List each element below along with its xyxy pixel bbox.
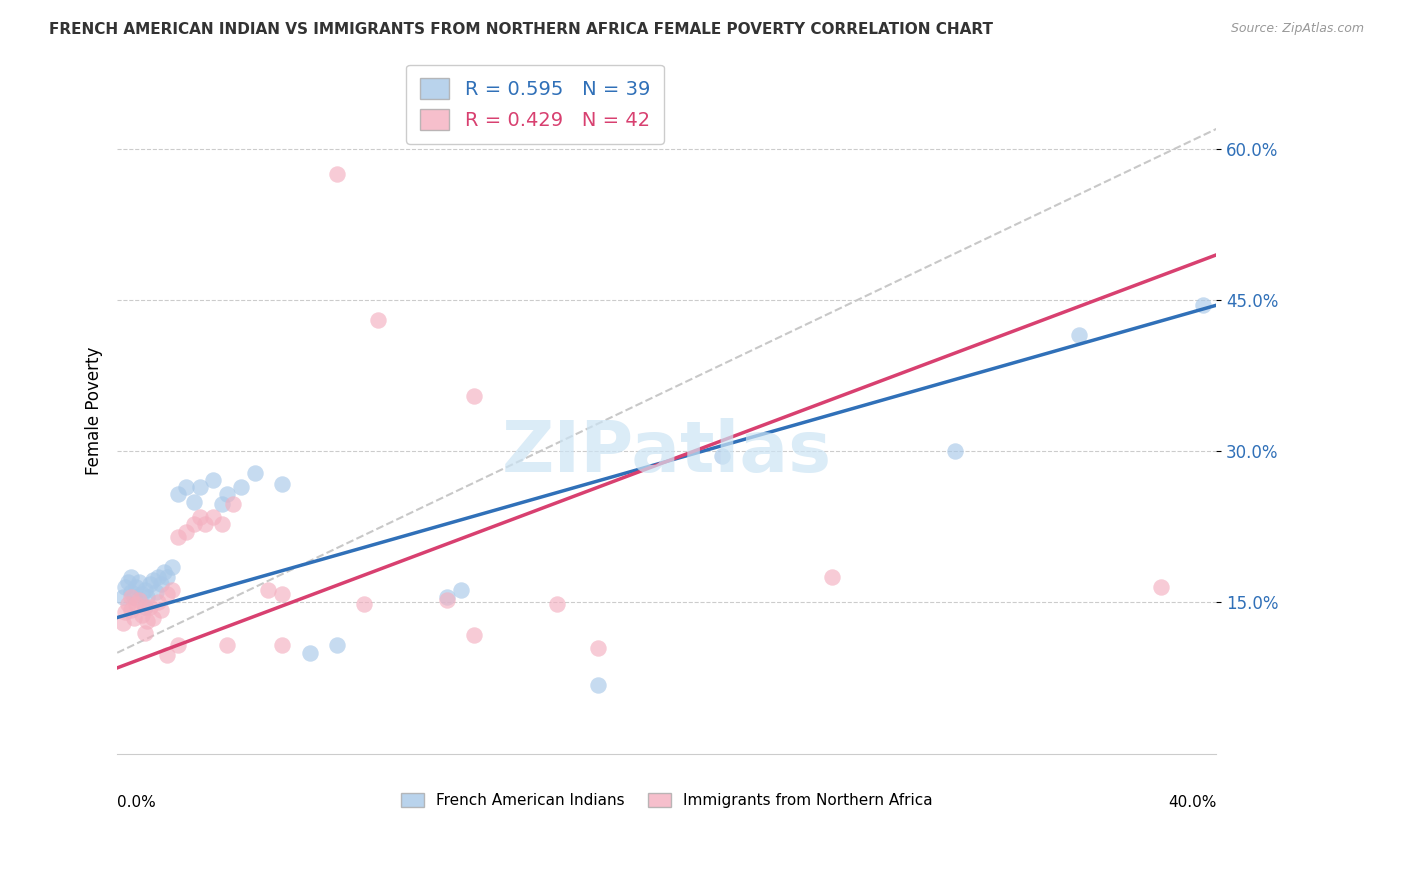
Point [131, 607, 153, 622]
Point [463, 389, 485, 403]
Point [188, 509, 211, 524]
Point [160, 560, 183, 574]
Point [128, 575, 150, 590]
Point [131, 587, 153, 601]
Point [139, 600, 162, 615]
Point [166, 530, 188, 544]
Point [142, 610, 165, 624]
Point [111, 615, 134, 630]
Point [1191, 298, 1213, 312]
Point [148, 595, 170, 609]
Point [326, 167, 349, 181]
Point [221, 497, 243, 511]
Point [125, 580, 148, 594]
Point [271, 587, 294, 601]
Point [120, 603, 142, 617]
Point [353, 598, 375, 612]
Text: Source: ZipAtlas.com: Source: ZipAtlas.com [1230, 22, 1364, 36]
Legend: French American Indians, Immigrants from Northern Africa: French American Indians, Immigrants from… [395, 787, 939, 814]
Point [139, 577, 162, 591]
Point [271, 638, 294, 652]
Point [153, 565, 176, 579]
Point [183, 516, 205, 531]
Y-axis label: Female Poverty: Female Poverty [86, 347, 103, 475]
Point [1067, 328, 1090, 343]
Point [134, 583, 156, 598]
Point [271, 476, 294, 491]
Point [120, 585, 142, 599]
Point [160, 583, 183, 598]
Point [243, 467, 266, 481]
Point [128, 593, 150, 607]
Point [463, 627, 485, 641]
Text: FRENCH AMERICAN INDIAN VS IMMIGRANTS FROM NORTHERN AFRICA FEMALE POVERTY CORRELA: FRENCH AMERICAN INDIAN VS IMMIGRANTS FRO… [49, 22, 993, 37]
Point [188, 479, 211, 493]
Point [134, 600, 156, 615]
Point [326, 638, 349, 652]
Point [710, 450, 733, 464]
Point [298, 646, 321, 660]
Point [150, 603, 173, 617]
Point [586, 678, 609, 692]
Point [229, 479, 252, 493]
Text: ZIPatlas: ZIPatlas [502, 417, 832, 487]
Point [211, 497, 233, 511]
Point [120, 591, 142, 605]
Point [820, 570, 842, 584]
Point [114, 606, 136, 620]
Point [211, 516, 233, 531]
Text: 0.0%: 0.0% [117, 795, 156, 810]
Point [217, 638, 239, 652]
Point [367, 313, 389, 327]
Point [1150, 580, 1173, 594]
Point [156, 648, 179, 662]
Point [114, 580, 136, 594]
Point [217, 486, 239, 500]
Point [436, 593, 458, 607]
Point [202, 473, 225, 487]
Point [174, 524, 197, 539]
Point [122, 591, 145, 605]
Point [156, 570, 179, 584]
Point [183, 494, 205, 508]
Point [134, 600, 156, 615]
Point [134, 625, 156, 640]
Point [166, 486, 188, 500]
Point [194, 516, 217, 531]
Point [148, 570, 170, 584]
Point [257, 583, 280, 598]
Point [586, 640, 609, 655]
Point [546, 598, 568, 612]
Point [122, 610, 145, 624]
Point [142, 574, 165, 588]
Point [174, 479, 197, 493]
Point [120, 570, 142, 584]
Point [136, 614, 159, 628]
Point [150, 577, 173, 591]
Point [117, 575, 139, 590]
Text: 40.0%: 40.0% [1168, 795, 1216, 810]
Point [166, 638, 188, 652]
Point [943, 444, 966, 458]
Point [202, 509, 225, 524]
Point [156, 587, 179, 601]
Point [111, 591, 134, 605]
Point [436, 591, 458, 605]
Point [136, 591, 159, 605]
Point [145, 585, 167, 599]
Point [125, 598, 148, 612]
Point [450, 583, 472, 598]
Point [117, 598, 139, 612]
